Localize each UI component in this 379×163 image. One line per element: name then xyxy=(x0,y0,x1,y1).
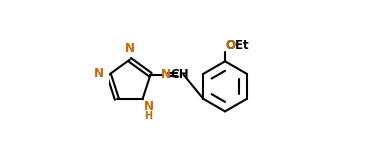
Text: H: H xyxy=(144,111,152,121)
Text: OEt: OEt xyxy=(225,39,249,52)
Text: CH: CH xyxy=(171,68,190,81)
Text: O: O xyxy=(225,39,235,52)
Text: N: N xyxy=(125,42,135,55)
Text: N: N xyxy=(94,67,104,81)
Text: N: N xyxy=(144,100,154,113)
Text: N: N xyxy=(161,68,171,81)
